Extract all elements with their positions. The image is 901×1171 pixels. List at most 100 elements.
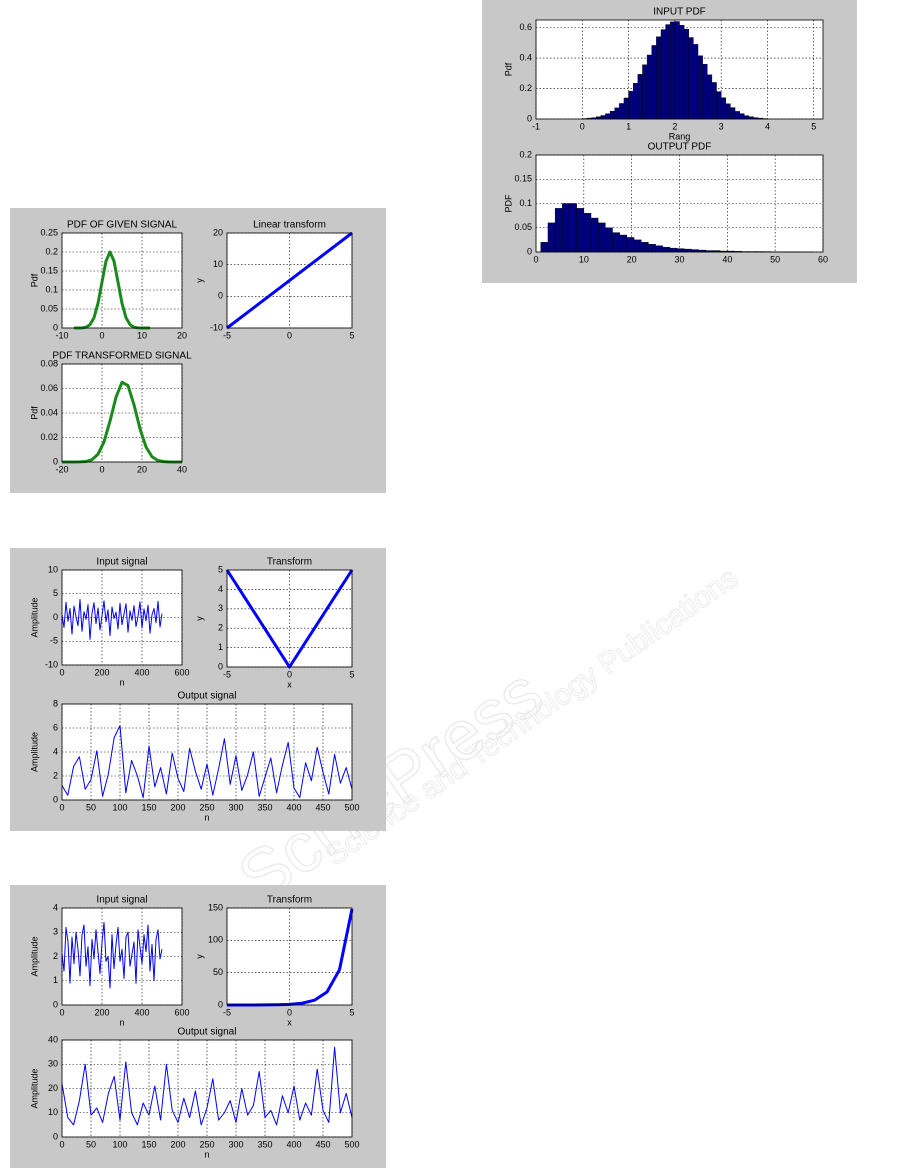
x-tick-label: 400 <box>286 802 301 812</box>
histogram-bar <box>583 212 592 253</box>
y-tick-label: 0.1 <box>519 198 532 208</box>
histogram-bar <box>605 227 613 253</box>
y-tick-label: 30 <box>48 1059 58 1069</box>
chart-title: PDF TRANSFORMED SIGNAL <box>52 351 192 362</box>
y-tick-label: 1 <box>218 642 223 652</box>
x-tick-label: 0 <box>59 1139 64 1149</box>
x-tick-label: 50 <box>770 254 780 264</box>
histogram-bar <box>725 103 731 120</box>
y-tick-label: 0.4 <box>519 52 532 62</box>
y-tick-label: 0 <box>53 999 58 1009</box>
chart-title: INPUT PDF <box>653 7 706 18</box>
x-axis-label: n <box>204 1149 209 1159</box>
chart-title: Input signal <box>96 895 147 906</box>
histogram-bar <box>626 237 635 253</box>
y-axis-label: Amplitude <box>29 732 39 772</box>
histogram-bar <box>569 203 577 253</box>
y-tick-label: 5 <box>53 588 58 598</box>
x-tick-label: -5 <box>223 1007 231 1017</box>
y-tick-label: 8 <box>53 698 58 708</box>
x-tick-label: 5 <box>811 121 816 131</box>
histogram-bar <box>651 45 657 120</box>
data-line <box>226 231 353 330</box>
y-axis-label: Amplitude <box>29 1068 39 1108</box>
histogram-bar <box>605 113 611 120</box>
histogram-bar <box>697 55 703 120</box>
axes-frame <box>61 232 183 329</box>
y-tick-label: 0 <box>527 113 532 123</box>
chart-title: OUTPUT PDF <box>648 142 712 153</box>
histogram-bar <box>707 74 713 120</box>
x-tick-label: 0 <box>287 669 292 679</box>
x-tick-label: 0 <box>287 330 292 340</box>
histogram-bar <box>693 44 699 120</box>
x-tick-label: 250 <box>199 1139 214 1149</box>
x-tick-label: 400 <box>286 1139 301 1149</box>
y-tick-label: 2 <box>53 770 58 780</box>
histogram-bar <box>633 83 639 120</box>
x-tick-label: 150 <box>141 1139 156 1149</box>
y-tick-label: 0.15 <box>514 174 532 184</box>
axes-frame <box>61 1039 353 1138</box>
x-tick-label: 200 <box>94 1007 109 1017</box>
x-tick-label: -1 <box>532 121 540 131</box>
x-tick-label: -5 <box>223 330 231 340</box>
x-axis-label: n <box>119 677 124 687</box>
histogram-bar <box>669 247 678 253</box>
y-tick-label: 0 <box>527 246 532 256</box>
axes-frame <box>226 907 353 1006</box>
x-axis-label: n <box>204 812 209 822</box>
histogram-bar <box>720 97 726 120</box>
y-tick-label: 4 <box>53 746 58 756</box>
histogram-bar <box>641 242 649 253</box>
y-tick-label: 0.06 <box>40 383 58 393</box>
y-tick-label: -5 <box>50 636 58 646</box>
x-tick-label: 20 <box>137 464 147 474</box>
y-tick-label: 0.08 <box>40 358 58 368</box>
histogram-bar <box>619 103 625 120</box>
x-tick-label: -10 <box>55 330 68 340</box>
y-tick-label: 0.1 <box>45 284 58 294</box>
histogram-bar <box>662 246 671 253</box>
histogram-bar <box>683 28 689 120</box>
y-tick-label: 0 <box>53 456 58 466</box>
x-tick-label: 20 <box>627 254 637 264</box>
chart-title: Input signal <box>96 557 147 568</box>
axes-frame <box>226 232 353 329</box>
x-tick-label: 350 <box>257 1139 272 1149</box>
x-tick-label: 300 <box>228 1139 243 1149</box>
axes-frame <box>535 19 824 120</box>
plot-area <box>62 233 182 328</box>
chart-title: Output signal <box>178 1027 237 1038</box>
y-tick-label: 150 <box>208 902 223 912</box>
histogram-bar <box>674 21 680 120</box>
y-tick-label: 3 <box>218 603 223 613</box>
y-tick-label: 1 <box>53 975 58 985</box>
x-tick-label: 500 <box>344 802 359 812</box>
x-tick-label: 450 <box>315 1139 330 1149</box>
y-tick-label: 40 <box>48 1034 58 1044</box>
y-tick-label: 0.2 <box>519 149 532 159</box>
chart-title: Transform <box>267 557 312 568</box>
x-tick-label: 60 <box>818 254 828 264</box>
y-axis-label: Pdf <box>29 406 39 420</box>
histogram-bar <box>656 36 662 120</box>
y-tick-label: 20 <box>48 1083 58 1093</box>
x-tick-label: 250 <box>199 802 214 812</box>
x-tick-label: 0 <box>99 464 104 474</box>
histogram-bar <box>612 232 620 253</box>
y-tick-label: 0 <box>53 794 58 804</box>
y-tick-label: 0.05 <box>40 303 58 313</box>
histogram-bar <box>648 244 656 253</box>
axes-frame <box>226 569 353 668</box>
histogram-bar <box>628 90 634 120</box>
x-tick-label: 0 <box>580 121 585 131</box>
histogram-bar <box>576 208 585 253</box>
x-axis-label: x <box>287 1017 292 1027</box>
histogram-bar <box>716 91 722 120</box>
x-tick-label: 600 <box>174 667 189 677</box>
histogram-bar <box>739 113 745 120</box>
x-tick-label: 450 <box>315 802 330 812</box>
x-tick-label: 30 <box>674 254 684 264</box>
